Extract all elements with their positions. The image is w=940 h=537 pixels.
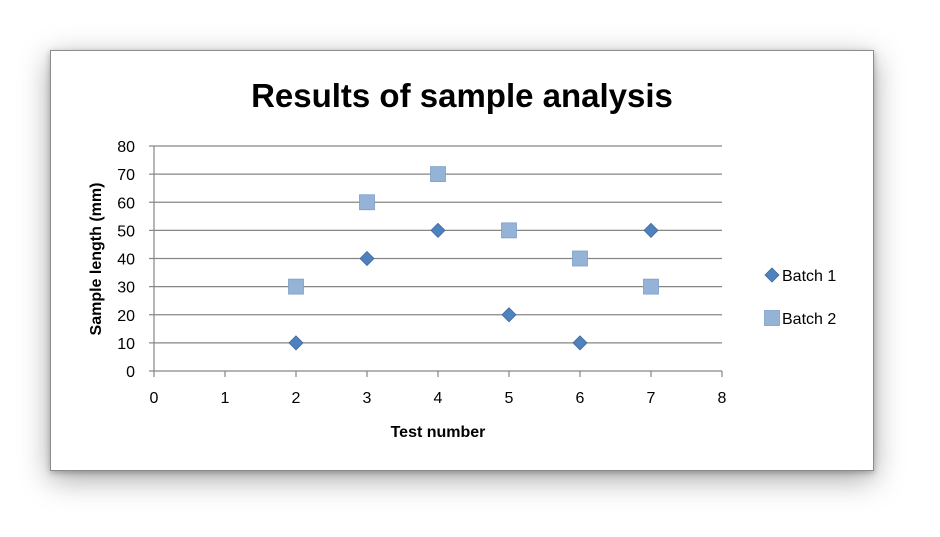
x-tick-label: 3 [363, 390, 372, 407]
legend-square-marker [764, 310, 780, 326]
batch-1-point [572, 335, 588, 351]
y-tick-label: 20 [117, 308, 135, 325]
batch-1-point [430, 222, 446, 238]
y-tick-label: 60 [117, 195, 135, 212]
chart-title: Results of sample analysis [251, 77, 673, 114]
batch-2-point [643, 278, 659, 295]
x-tick-label: 1 [221, 390, 230, 407]
chart-svg: Results of sample analysis 0102030405060… [88, 77, 836, 441]
legend-entry-label: Batch 1 [782, 268, 836, 285]
x-tick-label: 7 [647, 390, 656, 407]
y-tick-label: 70 [117, 167, 135, 184]
batch-2-point [430, 166, 446, 183]
batch-2-point [572, 250, 588, 267]
y-tick-label: 30 [117, 280, 135, 297]
legend-entry-label: Batch 2 [782, 311, 836, 328]
x-axis-label: Test number [391, 424, 486, 441]
x-tick-label: 6 [576, 390, 585, 407]
x-tick-label: 2 [292, 390, 301, 407]
batch-2-point [288, 278, 304, 295]
batch-1-point [643, 222, 659, 238]
x-tick-label: 5 [505, 390, 514, 407]
y-tick-label: 0 [126, 364, 135, 381]
y-tick-label: 40 [117, 252, 135, 269]
y-tick-label: 50 [117, 223, 135, 240]
batch-1-point [288, 335, 304, 351]
axes [149, 145, 723, 377]
x-tick-label: 4 [434, 390, 443, 407]
batch-1-point [359, 250, 375, 267]
y-tick-label: 80 [117, 139, 135, 156]
legend-diamond-marker [764, 267, 780, 283]
tick-labels: 0 10 20 30 40 50 60 70 80 0 1 2 3 4 5 6 7 8 [117, 139, 726, 407]
legend: Batch 1 Batch 2 [764, 267, 836, 328]
x-tick-label: 8 [718, 390, 727, 407]
y-axis-label: Sample length (mm) [88, 183, 105, 336]
batch-2-point [501, 222, 517, 239]
batch-1-point [501, 307, 517, 323]
y-tick-label: 10 [117, 336, 135, 353]
chart-frame: Results of sample analysis 0 10 20 30 40 50 60… [50, 50, 874, 471]
batch-2-point [359, 194, 375, 211]
x-tick-label: 0 [150, 390, 159, 407]
data-markers [288, 166, 659, 351]
